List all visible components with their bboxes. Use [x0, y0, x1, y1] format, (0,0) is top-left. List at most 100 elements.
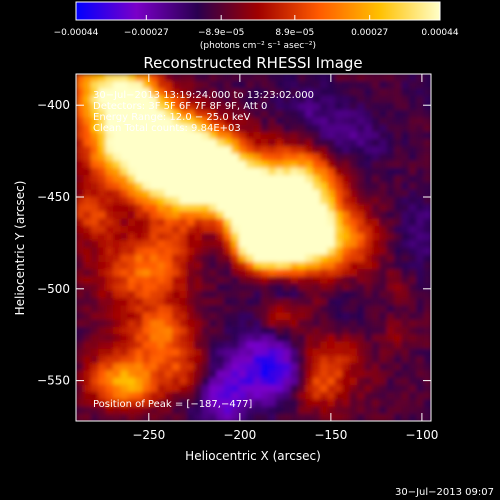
heatmap-cell [268, 233, 277, 241]
colorbar-tick-label: −0.00044 [54, 28, 99, 38]
heatmap-cell [408, 355, 417, 364]
heatmap-cell [105, 334, 114, 343]
heatmap-cell [260, 290, 269, 299]
heatmap-cell [179, 305, 188, 314]
heatmap-cell [120, 218, 129, 227]
heatmap-cell [209, 153, 218, 162]
heatmap-cell [275, 392, 284, 400]
heatmap-cell [231, 102, 240, 111]
heatmap-cell [364, 305, 373, 314]
heatmap-cell [231, 182, 240, 191]
heatmap-cell [386, 406, 395, 415]
x-tick-label: −100 [405, 428, 438, 442]
heatmap-cell [320, 211, 329, 220]
heatmap-cell [201, 399, 210, 408]
heatmap-cell [223, 399, 232, 408]
heatmap-cell [283, 305, 292, 314]
heatmap-cell [164, 240, 173, 249]
heatmap-cell [386, 290, 395, 299]
heatmap-cell [112, 327, 121, 335]
heatmap-cell [120, 319, 129, 328]
heatmap-cell [186, 363, 195, 371]
heatmap-cell [112, 334, 121, 343]
heatmap-cell [320, 117, 329, 126]
heatmap-cell [120, 204, 129, 212]
heatmap-cell [238, 363, 247, 371]
heatmap-cell [312, 167, 321, 176]
heatmap-cell [90, 298, 99, 306]
heatmap-cell [231, 261, 240, 270]
heatmap-cell [76, 319, 84, 328]
heatmap-cell [408, 204, 417, 212]
heatmap-cell [401, 254, 410, 263]
heatmap-cell [112, 95, 121, 104]
heatmap-cell [416, 74, 425, 82]
heatmap-cell [135, 276, 144, 285]
heatmap-cell [98, 204, 107, 212]
heatmap-cell [327, 283, 336, 292]
heatmap-cell [164, 334, 173, 343]
heatmap-cell [149, 160, 158, 169]
heatmap-cell [246, 139, 255, 147]
heatmap-cell [216, 95, 225, 104]
heatmap-cell [312, 276, 321, 285]
heatmap-cell [142, 139, 151, 147]
heatmap-cell [216, 88, 225, 97]
heatmap-cell [112, 348, 121, 357]
heatmap-cell [423, 74, 431, 82]
heatmap-cell [312, 153, 321, 162]
heatmap-cell [98, 110, 107, 118]
heatmap-cell [90, 269, 99, 278]
heatmap-cell [290, 110, 299, 118]
heatmap-cell [135, 269, 144, 278]
heatmap-cell [76, 341, 84, 350]
heatmap-cell [305, 334, 314, 343]
heatmap-cell [76, 124, 84, 133]
heatmap-cell [223, 139, 232, 147]
heatmap-cell [76, 312, 84, 321]
heatmap-cell [105, 131, 114, 140]
heatmap-cell [186, 247, 195, 256]
heatmap-cell [164, 377, 173, 386]
heatmap-cell [179, 247, 188, 256]
heatmap-cell [297, 196, 306, 205]
heatmap-cell [283, 218, 292, 227]
heatmap-cell [112, 204, 121, 212]
heatmap-cell [371, 283, 380, 292]
heatmap-cell [253, 261, 262, 270]
heatmap-cell [142, 334, 151, 343]
heatmap-cell [379, 298, 388, 306]
heatmap-cell [186, 74, 195, 82]
heatmap-cell [305, 327, 314, 335]
heatmap-cell [334, 327, 343, 335]
heatmap-cell [386, 88, 395, 97]
heatmap-cell [172, 233, 181, 241]
heatmap-cell [423, 392, 431, 400]
heatmap-cell [76, 146, 84, 155]
heatmap-cell [112, 269, 121, 278]
heatmap-cell [172, 261, 181, 270]
colorbar-tick-label: −8.9e−05 [198, 28, 244, 38]
heatmap-cell [408, 95, 417, 104]
heatmap-cell [305, 102, 314, 111]
heatmap-cell [320, 261, 329, 270]
heatmap-cell [216, 377, 225, 386]
heatmap-cell [127, 146, 136, 155]
heatmap-cell [179, 377, 188, 386]
heatmap-cell [423, 189, 431, 198]
heatmap-cell [201, 247, 210, 256]
heatmap-cell [238, 139, 247, 147]
heatmap-cell [246, 95, 255, 104]
heatmap-cell [120, 74, 129, 82]
heatmap-cell [186, 204, 195, 212]
heatmap-cell [246, 261, 255, 270]
heatmap-cell [327, 298, 336, 306]
heatmap-cell [164, 153, 173, 162]
heatmap-cell [194, 413, 203, 421]
heatmap-cell [275, 348, 284, 357]
heatmap-cell [260, 341, 269, 350]
heatmap-cell [320, 182, 329, 191]
heatmap-cell [423, 102, 431, 111]
heatmap-cell [216, 261, 225, 270]
heatmap-cell [364, 131, 373, 140]
